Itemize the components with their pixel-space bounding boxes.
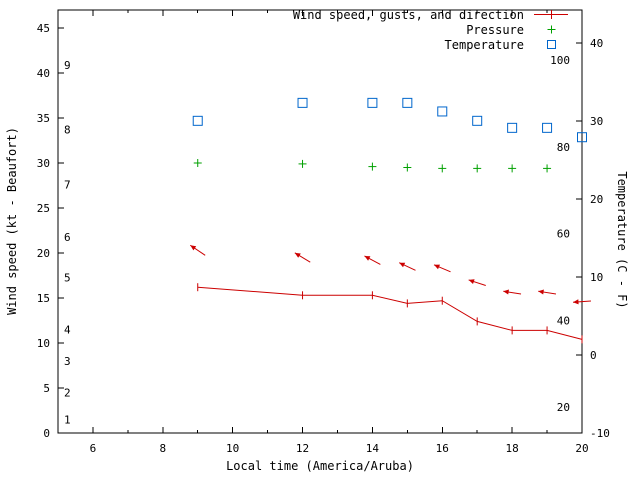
legend-item-pressure: Pressure [278, 22, 570, 37]
legend-item-temperature: Temperature [278, 37, 570, 52]
tick-label: 18 [506, 442, 519, 455]
tick-label: 45 [37, 22, 50, 35]
tick-label: 15 [37, 292, 50, 305]
temperature-square-sample-icon [532, 38, 570, 51]
tick-label: 7 [64, 179, 71, 192]
tick-label: 30 [590, 115, 603, 128]
series-wind-speed [197, 283, 583, 344]
tick-label: 100 [550, 54, 570, 67]
series-wind-gust-direction [189, 244, 592, 305]
plot-border [57, 9, 583, 434]
tick-label: 5 [43, 382, 50, 395]
tick-label: 20 [37, 247, 50, 260]
tick-label: 30 [37, 157, 50, 170]
tick-label: 40 [557, 314, 570, 327]
tick-label: 20 [590, 193, 603, 206]
tick-label: 6 [90, 442, 97, 455]
tick-label: 3 [64, 355, 71, 368]
tick-label: 10 [226, 442, 239, 455]
tick-label: 9 [64, 59, 71, 72]
legend-label-wind: Wind speed, gusts, and direction [292, 7, 524, 22]
tick-label: 40 [590, 37, 603, 50]
tick-label: 0 [590, 349, 597, 362]
tick-label: 6 [64, 231, 71, 244]
tick-label: 1 [64, 414, 71, 427]
y2-axis-title: Temperature (C - F) [615, 171, 629, 309]
tick-label: 16 [436, 442, 449, 455]
tick-label: 8 [64, 124, 71, 137]
pressure-plus-sample-icon [532, 23, 570, 36]
tick-label: -10 [590, 427, 610, 440]
wind-line-sample-icon [532, 8, 570, 21]
tick-label: 10 [590, 271, 603, 284]
tick-label: 80 [557, 141, 570, 154]
tick-label: 35 [37, 112, 50, 125]
tick-label: 20 [557, 401, 570, 414]
tick-label: 4 [64, 324, 71, 337]
series-pressure [193, 159, 552, 173]
tick-label: 14 [366, 442, 380, 455]
x-axis-title: Local time (America/Aruba) [226, 459, 414, 473]
y-axis-title: Wind speed (kt - Beaufort) [5, 127, 19, 315]
tick-label: 8 [159, 442, 166, 455]
tick-label: 10 [37, 337, 50, 350]
tick-label: 60 [557, 228, 570, 241]
legend-item-wind: Wind speed, gusts, and direction [278, 7, 570, 22]
plot-frame [57, 9, 583, 434]
tick-label: 40 [37, 67, 50, 80]
tick-label: 5 [64, 271, 71, 284]
series-temperature [192, 97, 587, 143]
chart-legend: Wind speed, gusts, and direction Pressur… [278, 7, 570, 52]
legend-label-pressure: Pressure [466, 22, 524, 37]
tick-label: 20 [575, 442, 588, 455]
temperature-sample-square [547, 40, 556, 49]
tick-label: 0 [43, 427, 50, 440]
legend-label-temperature: Temperature [444, 37, 524, 52]
tick-label: 12 [296, 442, 309, 455]
tick-label: 25 [37, 202, 50, 215]
tick-label: 2 [64, 387, 71, 400]
